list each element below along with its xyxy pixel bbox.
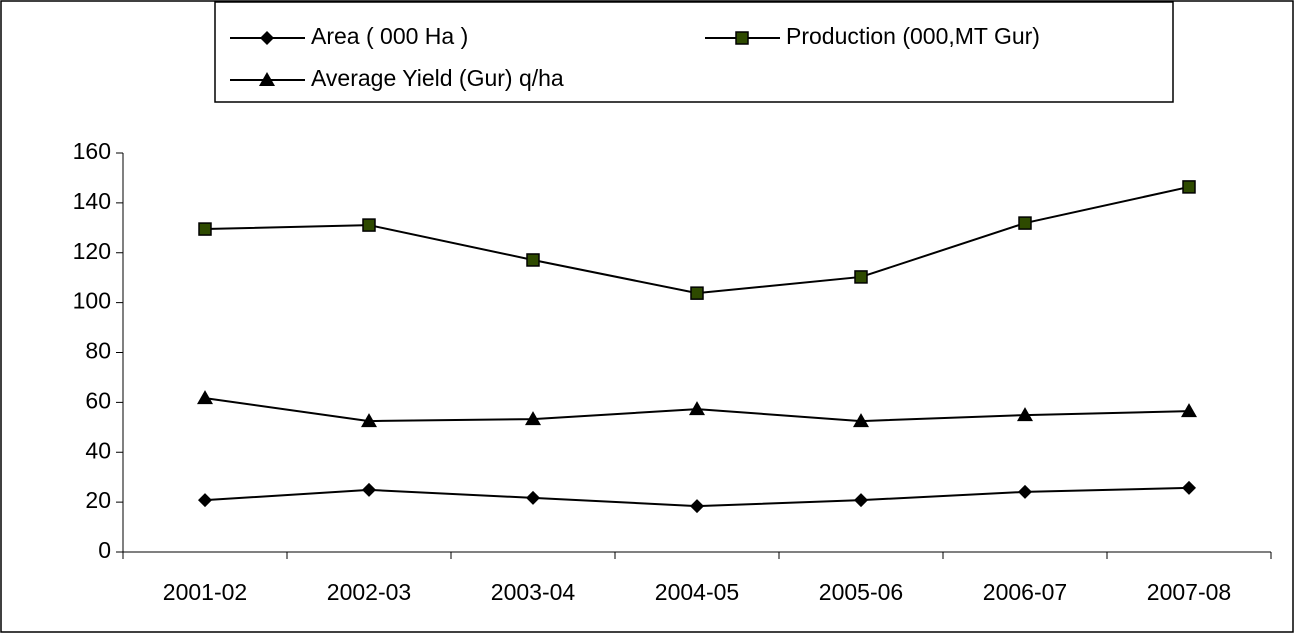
marker (854, 493, 868, 508)
x-tick-label: 2006-07 (983, 579, 1067, 605)
y-tick-label: 140 (73, 188, 111, 214)
marker (1182, 480, 1196, 495)
marker (198, 222, 212, 236)
marker (526, 490, 540, 505)
y-tick-label: 80 (85, 338, 111, 364)
y-tick-label: 100 (73, 288, 111, 314)
x-tick-label: 2007-08 (1147, 579, 1231, 605)
marker (198, 493, 212, 508)
marker (854, 270, 868, 284)
legend-box (214, 1, 1174, 103)
marker (1182, 180, 1196, 194)
x-tick-label: 2005-06 (819, 579, 903, 605)
y-tick-label: 20 (85, 487, 111, 513)
marker (362, 482, 376, 497)
marker (525, 411, 541, 426)
x-tick-label: 2004-05 (655, 579, 739, 605)
marker (1018, 216, 1032, 230)
marker (197, 390, 213, 405)
marker (361, 413, 377, 428)
y-tick-label: 40 (85, 437, 111, 463)
legend-marker (735, 31, 749, 45)
legend-label: Average Yield (Gur) q/ha (311, 65, 564, 91)
x-tick-label: 2001-02 (163, 579, 247, 605)
marker (1018, 484, 1032, 499)
marker (690, 499, 704, 514)
legend-marker (260, 31, 274, 45)
marker (853, 413, 869, 428)
marker (689, 401, 705, 416)
marker (1181, 403, 1197, 418)
marker (690, 286, 704, 300)
y-tick-label: 160 (73, 138, 111, 164)
x-tick-label: 2002-03 (327, 579, 411, 605)
y-tick-label: 0 (98, 537, 111, 563)
legend-label: Production (000,MT Gur) (786, 23, 1040, 49)
y-tick-label: 60 (85, 387, 111, 413)
legend-marker (259, 72, 275, 86)
marker (526, 253, 540, 267)
marker (362, 218, 376, 232)
x-tick-label: 2003-04 (491, 579, 576, 605)
y-tick-label: 120 (73, 238, 111, 264)
marker (1017, 407, 1033, 422)
legend-label: Area ( 000 Ha ) (311, 23, 468, 49)
